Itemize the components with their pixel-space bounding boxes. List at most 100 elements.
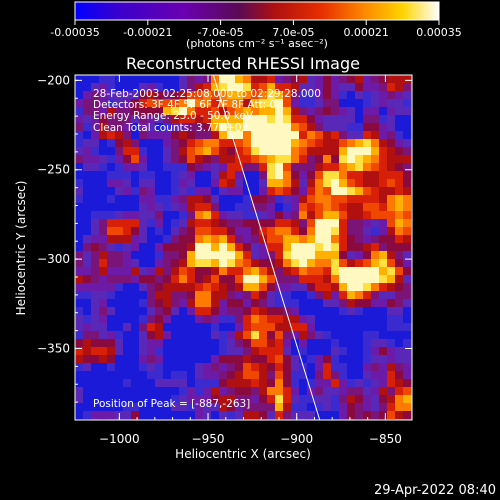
heatmap-cell bbox=[379, 355, 388, 364]
heatmap-cell bbox=[171, 363, 180, 372]
heatmap-cell bbox=[75, 235, 84, 244]
heatmap-cell bbox=[83, 123, 92, 132]
heatmap-cell bbox=[379, 387, 388, 396]
heatmap-cell bbox=[243, 243, 252, 252]
heatmap-cell bbox=[179, 307, 188, 316]
heatmap-cell bbox=[75, 315, 84, 324]
heatmap-cell bbox=[211, 267, 220, 276]
heatmap-cell bbox=[155, 139, 164, 148]
heatmap-cell bbox=[115, 227, 124, 236]
heatmap-cell bbox=[203, 403, 212, 412]
heatmap-cell bbox=[347, 163, 356, 172]
heatmap-cell bbox=[83, 355, 92, 364]
heatmap-cell bbox=[179, 275, 188, 284]
heatmap-cell bbox=[299, 347, 308, 356]
heatmap-cell bbox=[347, 371, 356, 380]
heatmap-cell bbox=[307, 347, 316, 356]
heatmap-cell bbox=[155, 179, 164, 188]
heatmap-cell bbox=[227, 187, 236, 196]
heatmap-cell bbox=[395, 75, 404, 84]
heatmap-cell bbox=[187, 275, 196, 284]
heatmap-cell bbox=[251, 299, 260, 308]
heatmap-cell bbox=[171, 379, 180, 388]
heatmap-cell bbox=[347, 291, 356, 300]
heatmap-cell bbox=[107, 307, 116, 316]
heatmap-cell bbox=[331, 403, 340, 412]
heatmap-cell bbox=[315, 83, 324, 92]
heatmap-cell bbox=[139, 355, 148, 364]
heatmap-cell bbox=[259, 91, 268, 100]
heatmap-cell bbox=[251, 275, 260, 284]
heatmap-cell bbox=[99, 171, 108, 180]
heatmap-cell bbox=[115, 267, 124, 276]
heatmap-cell bbox=[235, 187, 244, 196]
heatmap-cell bbox=[187, 163, 196, 172]
heatmap-cell bbox=[307, 131, 316, 140]
heatmap-cell bbox=[179, 187, 188, 196]
heatmap-cell bbox=[179, 283, 188, 292]
heatmap-cell bbox=[363, 187, 372, 196]
heatmap-cell bbox=[83, 163, 92, 172]
heatmap-cell bbox=[235, 339, 244, 348]
heatmap-cell bbox=[355, 99, 364, 108]
heatmap-cell bbox=[363, 315, 372, 324]
heatmap-cell bbox=[179, 219, 188, 228]
heatmap-cell bbox=[363, 411, 372, 420]
heatmap-cell bbox=[83, 131, 92, 140]
heatmap-cell bbox=[163, 91, 172, 100]
heatmap-cell bbox=[179, 139, 188, 148]
heatmap-cell bbox=[299, 75, 308, 84]
heatmap-cell bbox=[75, 371, 84, 380]
heatmap-cell bbox=[139, 411, 148, 420]
heatmap-cell bbox=[219, 107, 228, 116]
heatmap-cell bbox=[107, 315, 116, 324]
heatmap-cell bbox=[315, 315, 324, 324]
heatmap-cell bbox=[83, 155, 92, 164]
heatmap-cell bbox=[387, 75, 396, 84]
heatmap-cell bbox=[203, 339, 212, 348]
heatmap-cell bbox=[387, 139, 396, 148]
heatmap-cell bbox=[315, 163, 324, 172]
heatmap-cell bbox=[179, 147, 188, 156]
heatmap-cell bbox=[251, 83, 260, 92]
heatmap-cell bbox=[315, 123, 324, 132]
heatmap-cell bbox=[219, 331, 228, 340]
heatmap-cell bbox=[371, 339, 380, 348]
heatmap-cell bbox=[219, 235, 228, 244]
heatmap-cell bbox=[299, 163, 308, 172]
heatmap-cell bbox=[323, 275, 332, 284]
heatmap-cell bbox=[203, 179, 212, 188]
heatmap-cell bbox=[131, 347, 140, 356]
heatmap-cell bbox=[131, 131, 140, 140]
heatmap-cell bbox=[91, 131, 100, 140]
heatmap-cell bbox=[347, 347, 356, 356]
heatmap-cell bbox=[267, 195, 276, 204]
heatmap-cell bbox=[147, 331, 156, 340]
heatmap-cell bbox=[387, 259, 396, 268]
heatmap-cell bbox=[355, 355, 364, 364]
heatmap-cell bbox=[403, 259, 412, 268]
heatmap-cell bbox=[379, 203, 388, 212]
heatmap-cell bbox=[267, 123, 276, 132]
heatmap-cell bbox=[259, 187, 268, 196]
heatmap-cell bbox=[163, 227, 172, 236]
heatmap-cell bbox=[347, 411, 356, 420]
heatmap-cell bbox=[187, 411, 196, 420]
heatmap-cell bbox=[123, 235, 132, 244]
heatmap-cell bbox=[75, 171, 84, 180]
heatmap-cell bbox=[371, 387, 380, 396]
heatmap-cell bbox=[339, 259, 348, 268]
heatmap-cell bbox=[155, 219, 164, 228]
heatmap-cell bbox=[203, 227, 212, 236]
heatmap-cell bbox=[171, 395, 180, 404]
heatmap-cell bbox=[123, 411, 132, 420]
heatmap-cell bbox=[163, 115, 172, 124]
heatmap-cell bbox=[299, 107, 308, 116]
heatmap-cell bbox=[379, 187, 388, 196]
heatmap-cell bbox=[315, 307, 324, 316]
heatmap-cell bbox=[171, 275, 180, 284]
heatmap-cell bbox=[219, 283, 228, 292]
heatmap-cell bbox=[75, 291, 84, 300]
heatmap-cell bbox=[315, 339, 324, 348]
heatmap-cell bbox=[211, 227, 220, 236]
